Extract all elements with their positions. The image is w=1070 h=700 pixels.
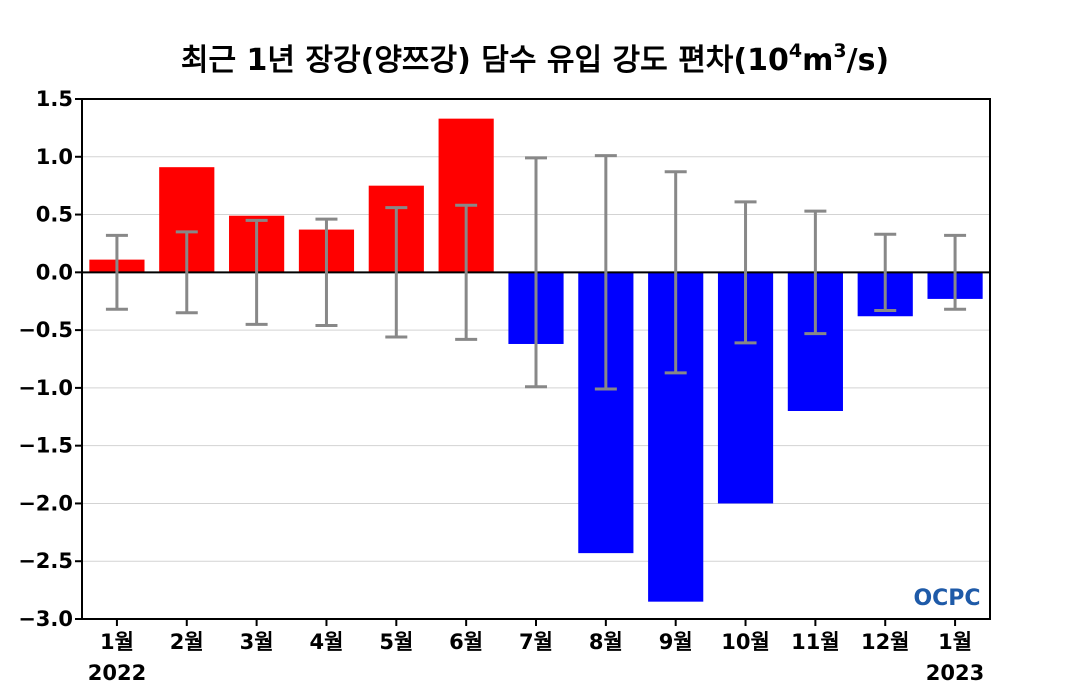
logo-text: OCPC [913, 586, 980, 611]
x-tick-label: 7월 [519, 630, 553, 654]
error-bar [315, 217, 338, 327]
x-axis: 1월 2월 3월 4월 5월 6월 7월 8월 9월 10월 11월 12월 1월 [100, 619, 972, 654]
y-tick-label: 1.0 [36, 145, 73, 169]
error-bar [734, 200, 757, 345]
error-bar [175, 230, 198, 315]
error-bar [804, 209, 827, 336]
x-tick-label: 4월 [309, 630, 343, 654]
x-tick-label: 2월 [170, 630, 204, 654]
x-tick-label: 6월 [449, 630, 483, 654]
x-tick-label: 9월 [659, 630, 693, 654]
title-tail: /s) [847, 43, 890, 78]
error-bar [105, 233, 128, 311]
x-tick-label: 11월 [791, 630, 840, 654]
error-bar [455, 203, 478, 341]
x-tick-label: 8월 [589, 630, 623, 654]
year-label-end: 2023 [926, 661, 984, 685]
y-tick-label: −2.0 [18, 491, 73, 515]
x-tick-label: 1월 [938, 630, 972, 654]
error-bar [245, 218, 268, 326]
ocpc-logo: OCPC [913, 586, 980, 611]
error-bars [105, 154, 967, 391]
chart-title: 최근 1년 장강(양쯔강) 담수 유입 강도 편차(104m3/s) [181, 40, 889, 78]
x-tick-label: 3월 [240, 630, 274, 654]
error-bar [594, 154, 617, 391]
y-tick-label: −0.5 [18, 318, 73, 342]
title-main: 최근 1년 장강(양쯔강) 담수 유입 강도 편차(10 [181, 43, 789, 78]
title-exponent-2: 3 [833, 40, 846, 62]
y-tick-label: −2.5 [18, 549, 73, 573]
y-tick-label: −3.0 [18, 607, 73, 631]
error-bar [944, 233, 967, 311]
error-bar [385, 206, 408, 339]
title-unit-m: m [802, 43, 833, 78]
y-tick-label: 1.5 [36, 87, 73, 111]
error-bar [874, 232, 897, 312]
y-tick-label: 0.5 [36, 203, 73, 227]
x-tick-label: 12월 [861, 630, 910, 654]
y-tick-label: −1.0 [18, 376, 73, 400]
x-tick-label: 5월 [379, 630, 413, 654]
y-axis: 1.5 1.0 0.5 0.0 −0.5 −1.0 −1.5 −2.0 −2.5 −3.0 [18, 87, 82, 631]
error-bar [664, 170, 687, 375]
error-bar [525, 156, 547, 389]
x-tick-label: 1월 [100, 630, 134, 654]
y-tick-label: 0.0 [36, 260, 73, 284]
x-tick-label: 10월 [721, 630, 770, 654]
y-tick-label: −1.5 [18, 434, 73, 458]
title-exponent-1: 4 [789, 40, 802, 62]
year-label-start: 2022 [88, 661, 146, 685]
